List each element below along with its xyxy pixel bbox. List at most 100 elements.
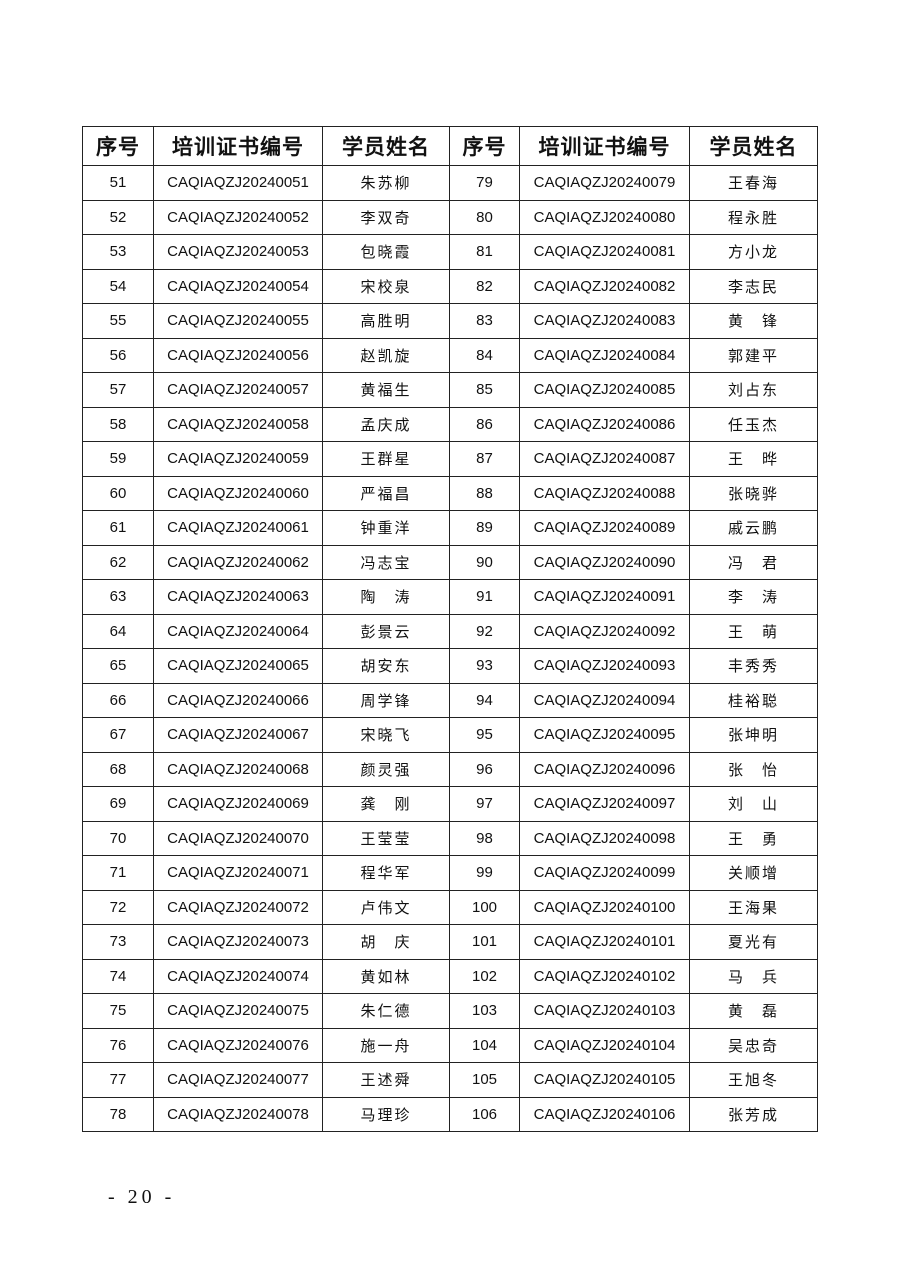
seq-cell: 51 (82, 165, 154, 201)
seq-cell: 59 (82, 441, 154, 477)
name-cell: 胡 庆 (322, 924, 450, 960)
name-cell: 王海果 (689, 889, 818, 925)
cert-no-cell: CAQIAQZJ20240079 (519, 165, 690, 201)
cert-no-cell: CAQIAQZJ20240096 (519, 751, 690, 787)
seq-cell: 78 (82, 1096, 154, 1132)
name-cell: 李双奇 (322, 199, 450, 235)
cert-no-cell: CAQIAQZJ20240060 (153, 475, 323, 511)
table-row: 55 CAQIAQZJ20240055 高胜明 83 CAQIAQZJ20240083 黄… (82, 303, 818, 339)
name-cell: 刘 山 (689, 786, 818, 822)
seq-cell: 57 (82, 372, 154, 408)
name-cell: 卢伟文 (322, 889, 450, 925)
name-cell: 钟重洋 (322, 510, 450, 546)
seq-cell: 83 (449, 303, 520, 339)
name-cell: 王 勇 (689, 820, 818, 856)
table-row: 61 CAQIAQZJ20240061 钟重洋 89 CAQIAQZJ20240089 戚… (82, 510, 818, 546)
name-cell: 任玉杰 (689, 406, 818, 442)
seq-cell: 53 (82, 234, 154, 270)
seq-cell: 73 (82, 924, 154, 960)
table-row: 78 CAQIAQZJ20240078 马理珍 106 CAQIAQZJ20240106… (82, 1096, 818, 1132)
table-row: 75 CAQIAQZJ20240075 朱仁德 103 CAQIAQZJ20240103… (82, 993, 818, 1029)
cert-no-cell: CAQIAQZJ20240063 (153, 579, 323, 615)
cert-no-cell: CAQIAQZJ20240092 (519, 613, 690, 649)
table-row: 77 CAQIAQZJ20240077 王述舜 105 CAQIAQZJ20240105… (82, 1062, 818, 1098)
seq-cell: 88 (449, 475, 520, 511)
seq-cell: 64 (82, 613, 154, 649)
name-cell: 程永胜 (689, 199, 818, 235)
name-cell: 黄 磊 (689, 993, 818, 1029)
table-row: 76 CAQIAQZJ20240076 施一舟 104 CAQIAQZJ20240104… (82, 1027, 818, 1063)
name-cell: 张晓骅 (689, 475, 818, 511)
seq-cell: 80 (449, 199, 520, 235)
cert-no-cell: CAQIAQZJ20240053 (153, 234, 323, 270)
cert-no-cell: CAQIAQZJ20240082 (519, 268, 690, 304)
seq-cell: 99 (449, 855, 520, 891)
name-cell: 张芳成 (689, 1096, 818, 1132)
name-cell: 彭景云 (322, 613, 450, 649)
name-cell: 夏光有 (689, 924, 818, 960)
name-cell: 黄 锋 (689, 303, 818, 339)
seq-cell: 106 (449, 1096, 520, 1132)
table-row: 64 CAQIAQZJ20240064 彭景云 92 CAQIAQZJ20240092 王… (82, 613, 818, 649)
header-seq: 序号 (82, 126, 154, 166)
name-cell: 王旭冬 (689, 1062, 818, 1098)
seq-cell: 105 (449, 1062, 520, 1098)
name-cell: 王莹莹 (322, 820, 450, 856)
seq-cell: 72 (82, 889, 154, 925)
name-cell: 吴忠奇 (689, 1027, 818, 1063)
seq-cell: 62 (82, 544, 154, 580)
seq-cell: 102 (449, 958, 520, 994)
seq-cell: 93 (449, 648, 520, 684)
seq-cell: 67 (82, 717, 154, 753)
seq-cell: 96 (449, 751, 520, 787)
table-row: 57 CAQIAQZJ20240057 黄福生 85 CAQIAQZJ20240085 刘… (82, 372, 818, 408)
seq-cell: 94 (449, 682, 520, 718)
name-cell: 李 涛 (689, 579, 818, 615)
cert-no-cell: CAQIAQZJ20240094 (519, 682, 690, 718)
table-row: 59 CAQIAQZJ20240059 王群星 87 CAQIAQZJ20240087 王… (82, 441, 818, 477)
name-cell: 丰秀秀 (689, 648, 818, 684)
cert-no-cell: CAQIAQZJ20240069 (153, 786, 323, 822)
name-cell: 陶 涛 (322, 579, 450, 615)
cert-no-cell: CAQIAQZJ20240078 (153, 1096, 323, 1132)
table-row: 54 CAQIAQZJ20240054 宋校泉 82 CAQIAQZJ20240082 李… (82, 268, 818, 304)
seq-cell: 101 (449, 924, 520, 960)
seq-cell: 61 (82, 510, 154, 546)
name-cell: 黄如林 (322, 958, 450, 994)
seq-cell: 68 (82, 751, 154, 787)
seq-cell: 56 (82, 337, 154, 373)
cert-no-cell: CAQIAQZJ20240103 (519, 993, 690, 1029)
cert-no-cell: CAQIAQZJ20240062 (153, 544, 323, 580)
name-cell: 严福昌 (322, 475, 450, 511)
table-row: 68 CAQIAQZJ20240068 颜灵强 96 CAQIAQZJ20240096 张… (82, 751, 818, 787)
cert-no-cell: CAQIAQZJ20240058 (153, 406, 323, 442)
page-number: - 20 - (108, 1186, 176, 1208)
table-row: 69 CAQIAQZJ20240069 龚 刚 97 CAQIAQZJ20240097 刘… (82, 786, 818, 822)
table-header-row: 序号 培训证书编号 学员姓名 序号 培训证书编号 学员姓名 (82, 126, 818, 166)
table-row: 53 CAQIAQZJ20240053 包晓霞 81 CAQIAQZJ20240081 方… (82, 234, 818, 270)
name-cell: 马 兵 (689, 958, 818, 994)
cert-no-cell: CAQIAQZJ20240081 (519, 234, 690, 270)
cert-no-cell: CAQIAQZJ20240095 (519, 717, 690, 753)
cert-no-cell: CAQIAQZJ20240090 (519, 544, 690, 580)
cert-no-cell: CAQIAQZJ20240098 (519, 820, 690, 856)
seq-cell: 55 (82, 303, 154, 339)
table-row: 72 CAQIAQZJ20240072 卢伟文 100 CAQIAQZJ20240100… (82, 889, 818, 925)
cert-no-cell: CAQIAQZJ20240099 (519, 855, 690, 891)
seq-cell: 54 (82, 268, 154, 304)
header-cert-no: 培训证书编号 (519, 126, 690, 166)
cert-no-cell: CAQIAQZJ20240070 (153, 820, 323, 856)
name-cell: 张坤明 (689, 717, 818, 753)
name-cell: 颜灵强 (322, 751, 450, 787)
seq-cell: 65 (82, 648, 154, 684)
header-cert-no: 培训证书编号 (153, 126, 323, 166)
name-cell: 朱苏柳 (322, 165, 450, 201)
cert-no-cell: CAQIAQZJ20240101 (519, 924, 690, 960)
table-row: 67 CAQIAQZJ20240067 宋晓飞 95 CAQIAQZJ20240095 张… (82, 717, 818, 753)
seq-cell: 92 (449, 613, 520, 649)
name-cell: 方小龙 (689, 234, 818, 270)
seq-cell: 79 (449, 165, 520, 201)
cert-no-cell: CAQIAQZJ20240097 (519, 786, 690, 822)
table-row: 70 CAQIAQZJ20240070 王莹莹 98 CAQIAQZJ20240098 王… (82, 820, 818, 856)
cert-no-cell: CAQIAQZJ20240065 (153, 648, 323, 684)
